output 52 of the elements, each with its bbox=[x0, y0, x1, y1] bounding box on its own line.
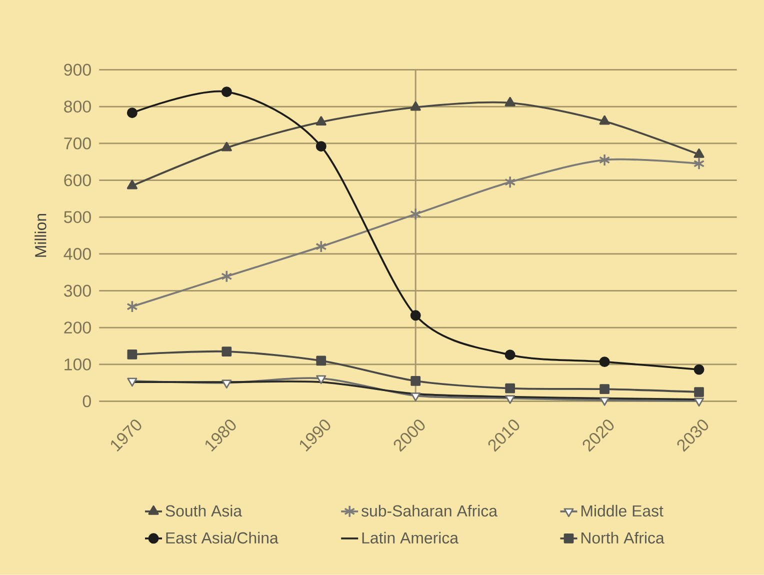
point bbox=[599, 356, 610, 368]
point bbox=[316, 116, 326, 126]
point bbox=[504, 176, 516, 189]
y-tick-label: 200 bbox=[64, 322, 91, 334]
y-tick-label: 900 bbox=[64, 64, 91, 76]
point bbox=[221, 270, 232, 283]
point bbox=[410, 310, 421, 321]
point bbox=[222, 346, 232, 356]
legend-label: North Africa bbox=[582, 532, 664, 544]
point bbox=[316, 375, 326, 384]
point bbox=[126, 300, 138, 314]
point bbox=[694, 364, 704, 375]
y-tick-label: 500 bbox=[64, 211, 91, 224]
y-axis-title: Million bbox=[34, 214, 46, 257]
y-tick-label: 400 bbox=[64, 248, 91, 260]
point bbox=[599, 115, 610, 125]
point bbox=[127, 378, 138, 387]
point bbox=[505, 383, 516, 394]
legend-label: sub-Saharan Africa bbox=[361, 504, 498, 517]
point bbox=[315, 240, 327, 253]
point bbox=[694, 387, 704, 398]
y-tick-label: 800 bbox=[64, 100, 91, 113]
point bbox=[600, 384, 610, 394]
point bbox=[504, 350, 516, 360]
point bbox=[693, 157, 705, 170]
point bbox=[504, 97, 516, 106]
legend-label: South Asia bbox=[166, 504, 242, 517]
legend-label: Middle East bbox=[582, 504, 664, 517]
point bbox=[221, 142, 232, 152]
y-tick-label: 0 bbox=[82, 395, 91, 408]
legend-label: East Asia/China bbox=[166, 532, 278, 544]
point bbox=[316, 141, 326, 152]
point bbox=[126, 108, 138, 118]
point bbox=[410, 101, 421, 111]
y-tick-label: 100 bbox=[64, 358, 91, 370]
y-tick-label: 600 bbox=[64, 174, 91, 186]
point bbox=[410, 376, 421, 386]
point bbox=[316, 356, 326, 366]
point bbox=[598, 154, 610, 166]
point bbox=[127, 350, 138, 360]
point bbox=[600, 396, 610, 406]
point bbox=[222, 380, 232, 389]
y-tick-label: 300 bbox=[64, 284, 91, 297]
point bbox=[221, 86, 232, 98]
legend-label: Latin America bbox=[362, 532, 458, 544]
point bbox=[410, 208, 422, 221]
point bbox=[505, 395, 516, 404]
point bbox=[126, 180, 138, 190]
point bbox=[694, 148, 704, 158]
y-tick-label: 700 bbox=[64, 137, 91, 150]
point bbox=[694, 398, 704, 407]
point bbox=[410, 392, 421, 402]
